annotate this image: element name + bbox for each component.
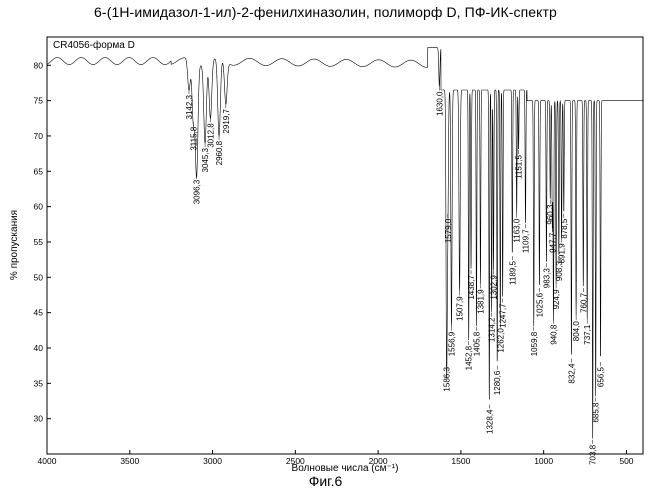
peak-label: 3115,8 <box>189 126 198 150</box>
peak-label: 2960,8 <box>215 140 224 165</box>
peak-label: 656,5 <box>597 367 606 388</box>
y-tick-label: 30 <box>34 414 44 424</box>
plot-frame <box>46 36 644 455</box>
peak-label: 1163,0 <box>513 218 522 242</box>
peak-label: 960,3 <box>546 204 555 225</box>
x-tick-label: 3500 <box>120 456 139 466</box>
peak-label: 1507,9 <box>456 296 465 321</box>
y-tick-label: 35 <box>34 378 44 388</box>
peak-label: 3012,8 <box>206 123 215 148</box>
peak-label: 947,7 <box>548 232 557 253</box>
spectrum-line <box>46 47 643 439</box>
y-tick-label: 60 <box>34 202 44 212</box>
y-tick-label: 45 <box>34 308 44 318</box>
peak-label: 924,9 <box>552 289 561 310</box>
peak-label: 1556,9 <box>448 331 457 356</box>
x-tick-label: 3000 <box>203 456 222 466</box>
x-axis-title: Волновые числа (см⁻¹) <box>292 463 399 474</box>
peak-label: 1438,7 <box>467 275 476 300</box>
y-tick-label: 65 <box>34 166 44 176</box>
x-tick-label: 2500 <box>286 456 305 466</box>
peak-label: 1579,0 <box>444 218 453 243</box>
legend-label: CR4056-форма D <box>53 39 135 51</box>
peak-label: 1405,8 <box>473 331 482 356</box>
peak-label: 878,5 <box>560 218 569 239</box>
page-title: 6-(1H-имидазол-1-ил)-2-фенилхиназолин, п… <box>94 4 557 20</box>
peak-label: 1059,8 <box>530 331 539 356</box>
peak-label: 1381,9 <box>476 289 485 314</box>
peak-label: 1189,5 <box>508 261 517 285</box>
peak-label: 3096,3 <box>193 179 202 204</box>
peak-label: 1262,0 <box>496 328 505 353</box>
peak-label: 3045,3 <box>201 147 210 172</box>
peak-label: 1280,6 <box>493 370 502 395</box>
peak-label: 3142,3 <box>185 94 194 119</box>
x-tick-label: 2000 <box>369 456 388 466</box>
x-tick-label: 1000 <box>534 456 553 466</box>
peak-label: 685,8 <box>592 402 601 423</box>
peak-label: 703,8 <box>589 444 598 465</box>
peak-label: 1109,7 <box>522 229 531 253</box>
peak-label: 908,3 <box>555 261 564 282</box>
peak-label: 1247,7 <box>499 303 508 328</box>
peak-label: 2919,7 <box>222 109 231 134</box>
y-tick-label: 80 <box>34 60 44 70</box>
y-tick-label: 40 <box>34 343 44 353</box>
peak-label: 1452,8 <box>465 345 474 370</box>
peak-label: 737,1 <box>583 324 592 345</box>
peak-label: 1151,5 <box>515 155 524 179</box>
y-tick-label: 55 <box>34 237 44 247</box>
peak-label: 1314,2 <box>488 317 497 342</box>
y-axis-ticks: 30 35 40 45 50 55 60 65 70 75 80 <box>34 60 51 424</box>
peak-label: 983,3 <box>542 268 551 289</box>
peak-label: 760,7 <box>579 292 588 313</box>
peak-label: 1328,4 <box>485 409 494 434</box>
peak-label: 940,8 <box>550 324 559 345</box>
peak-label: 1630,0 <box>435 91 444 116</box>
peak-label: 832,4 <box>567 363 576 384</box>
x-tick-label: 1500 <box>451 456 470 466</box>
peak-label: 1302,9 <box>490 275 499 300</box>
y-tick-label: 70 <box>34 131 44 141</box>
peak-label: 1025,6 <box>535 292 544 317</box>
x-tick-label: 500 <box>619 456 633 466</box>
peak-label: 1586,3 <box>443 367 452 392</box>
x-axis-ticks: 4000 3500 3000 2500 2000 1500 1000 500 <box>38 450 634 466</box>
figure-caption: Фиг.6 <box>308 473 343 489</box>
peak-label: 891,9 <box>558 243 567 264</box>
y-tick-label: 50 <box>34 272 44 282</box>
peak-label: 804,0 <box>572 321 581 342</box>
y-tick-label: 75 <box>34 96 44 106</box>
x-tick-label: 4000 <box>38 456 57 466</box>
y-axis-title: % пропускания <box>9 210 20 280</box>
